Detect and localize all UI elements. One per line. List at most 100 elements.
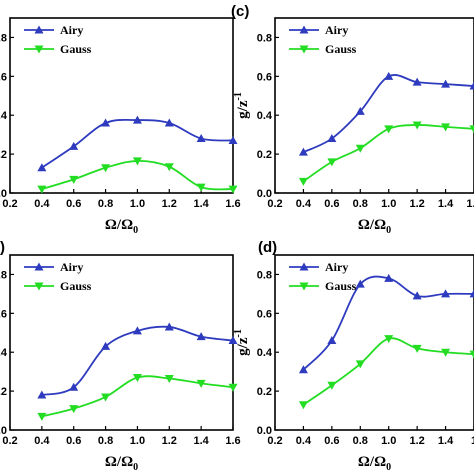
legend-marker-gauss	[299, 282, 309, 291]
legend-label-airy: Airy	[60, 260, 83, 274]
data-point-gauss	[228, 185, 238, 194]
legend-marker-airy	[299, 25, 309, 34]
data-point-airy	[37, 390, 47, 399]
x-tick-label: 0.8	[98, 198, 113, 210]
series-line-gauss	[302, 124, 474, 183]
data-point-gauss	[69, 405, 79, 414]
x-tick-label: 0.6	[324, 435, 339, 447]
plot-frame	[9, 254, 234, 431]
data-point-gauss	[37, 412, 47, 421]
y-axis-label: g/z-1	[233, 92, 251, 119]
y-tick-label: 0.6	[257, 308, 272, 320]
x-tick-label: 0.2	[2, 198, 17, 210]
x-tick-label: 1.0	[381, 435, 396, 447]
x-tick-label: 0.4	[296, 198, 312, 210]
data-point-airy	[327, 134, 337, 143]
data-point-gauss	[327, 381, 337, 390]
x-tick-label: 0.6	[66, 198, 81, 210]
y-tick-label: 0.2	[257, 149, 272, 161]
x-tick-label: 1.0	[130, 198, 145, 210]
data-point-airy	[37, 163, 47, 172]
x-tick-label: 1.4	[193, 198, 209, 210]
data-point-airy	[101, 118, 111, 127]
data-point-gauss	[196, 379, 206, 388]
data-point-airy	[196, 332, 206, 341]
data-point-gauss	[412, 344, 422, 353]
y-tick-label: .2	[0, 386, 7, 398]
data-point-gauss	[37, 185, 47, 194]
data-point-airy	[132, 326, 142, 335]
series-line-gauss	[302, 337, 474, 406]
legend-marker-airy	[299, 262, 309, 271]
data-point-gauss	[132, 157, 142, 166]
legend-label-airy: Airy	[325, 260, 348, 274]
y-tick-label: 0.0	[257, 425, 272, 437]
y-tick-label: 0.4	[257, 110, 273, 122]
panel-d: 0.20.40.60.81.01.21.410.00.20.40.60.8Ω/Ω…	[233, 239, 474, 473]
x-tick-label: 1.0	[381, 198, 396, 210]
x-tick-label: 1.4	[438, 198, 454, 210]
legend-marker-airy	[34, 262, 44, 271]
data-point-airy	[164, 118, 174, 127]
data-point-airy	[412, 77, 422, 86]
y-axis-label: g/z-1	[233, 329, 251, 356]
data-point-airy	[384, 273, 394, 282]
x-axis-label: Ω/Ω0	[105, 217, 138, 236]
plot-frame	[9, 17, 234, 194]
x-tick-label: 0.4	[34, 198, 50, 210]
x-axis-label: Ω/Ω0	[358, 454, 391, 473]
x-tick-label: 0.2	[267, 198, 282, 210]
data-point-gauss	[298, 177, 308, 186]
y-tick-label: .6	[0, 71, 7, 83]
x-tick-label: 1.2	[162, 435, 177, 447]
data-point-airy	[441, 289, 451, 298]
data-point-gauss	[298, 401, 308, 410]
y-tick-label: .8	[0, 269, 7, 281]
x-tick-label: 0.2	[2, 435, 17, 447]
panel-label: )	[0, 239, 5, 256]
x-tick-label: 0.6	[324, 198, 339, 210]
x-axis-label: Ω/Ω0	[105, 454, 138, 473]
data-point-gauss	[132, 374, 142, 382]
series-line-gauss	[41, 375, 234, 418]
legend-marker-airy	[34, 25, 44, 34]
y-tick-label: .4	[0, 347, 8, 359]
x-tick-label: 1.4	[438, 435, 454, 447]
data-point-gauss	[355, 144, 365, 153]
data-point-airy	[69, 141, 79, 150]
y-tick-label: .4	[0, 110, 8, 122]
legend-label-gauss: Gauss	[60, 42, 92, 56]
legend-marker-gauss	[34, 45, 44, 54]
data-point-airy	[355, 106, 365, 115]
x-tick-label: 1.6	[225, 435, 240, 447]
data-point-airy	[298, 365, 308, 374]
legend-label-airy: Airy	[60, 23, 83, 37]
data-point-gauss	[69, 175, 79, 184]
panel-c: 0.20.40.60.81.01.21.41.60.00.20.40.60.8Ω…	[231, 3, 474, 236]
x-tick-label: 0.4	[296, 435, 312, 447]
data-point-gauss	[469, 350, 474, 359]
data-point-gauss	[412, 121, 422, 130]
y-tick-label: 0.8	[257, 32, 272, 44]
data-point-gauss	[384, 125, 394, 134]
data-point-gauss	[164, 374, 174, 383]
x-tick-label: 0.4	[34, 435, 50, 447]
x-tick-label: 0.6	[66, 435, 81, 447]
data-point-airy	[441, 79, 451, 88]
data-point-airy	[164, 322, 174, 331]
data-point-airy	[412, 291, 422, 300]
data-point-gauss	[196, 183, 206, 192]
x-tick-label: 1.6	[466, 198, 474, 210]
panel-b: 0.2 0.4 0.6 0.8 1.0 1.2 1.4 1.6 .0 .2 .4 .6 .8 Ω/Ω0) A…	[0, 239, 241, 473]
y-tick-label: 0.8	[257, 269, 272, 281]
legend-label-gauss: Gauss	[325, 42, 357, 56]
legend-label-gauss: Gauss	[325, 279, 357, 293]
data-point-gauss	[101, 164, 111, 173]
data-point-airy	[69, 382, 79, 391]
x-tick-label: 1.2	[409, 198, 424, 210]
data-point-gauss	[327, 158, 337, 167]
data-point-gauss	[228, 383, 238, 392]
data-point-gauss	[101, 393, 111, 402]
x-tick-label: 0.8	[353, 198, 368, 210]
